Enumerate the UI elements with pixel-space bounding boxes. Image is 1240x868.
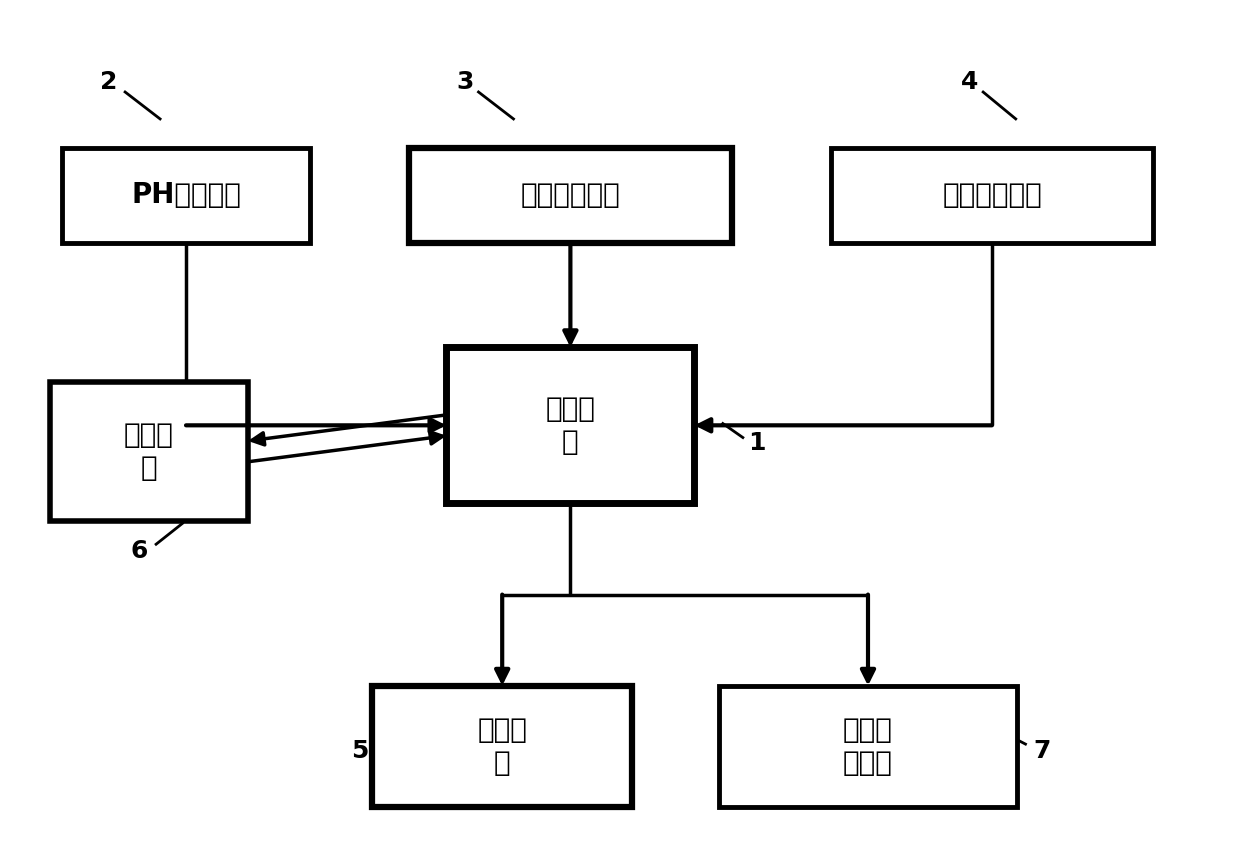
Text: 控制模
块: 控制模 块 [546,395,595,456]
Bar [50,382,248,521]
Text: 6: 6 [130,539,148,563]
Text: 5: 5 [351,739,368,763]
Text: 显示模
块: 显示模 块 [477,716,527,777]
Text: 1: 1 [748,431,765,455]
Bar [831,148,1153,243]
Text: 3: 3 [456,70,474,95]
Bar [409,148,732,243]
Text: 7: 7 [1033,739,1050,763]
Bar [719,686,1017,807]
Text: 流速感应模块: 流速感应模块 [942,181,1042,209]
Text: 2: 2 [100,70,118,95]
Bar [62,148,310,243]
Bar [372,686,632,807]
Text: 存储模
块: 存储模 块 [124,421,174,482]
Text: 温度感应模块: 温度感应模块 [521,181,620,209]
Text: 4: 4 [961,70,978,95]
Bar [446,347,694,503]
Text: PH感应模块: PH感应模块 [131,181,241,209]
Text: 流速控
制模块: 流速控 制模块 [843,716,893,777]
